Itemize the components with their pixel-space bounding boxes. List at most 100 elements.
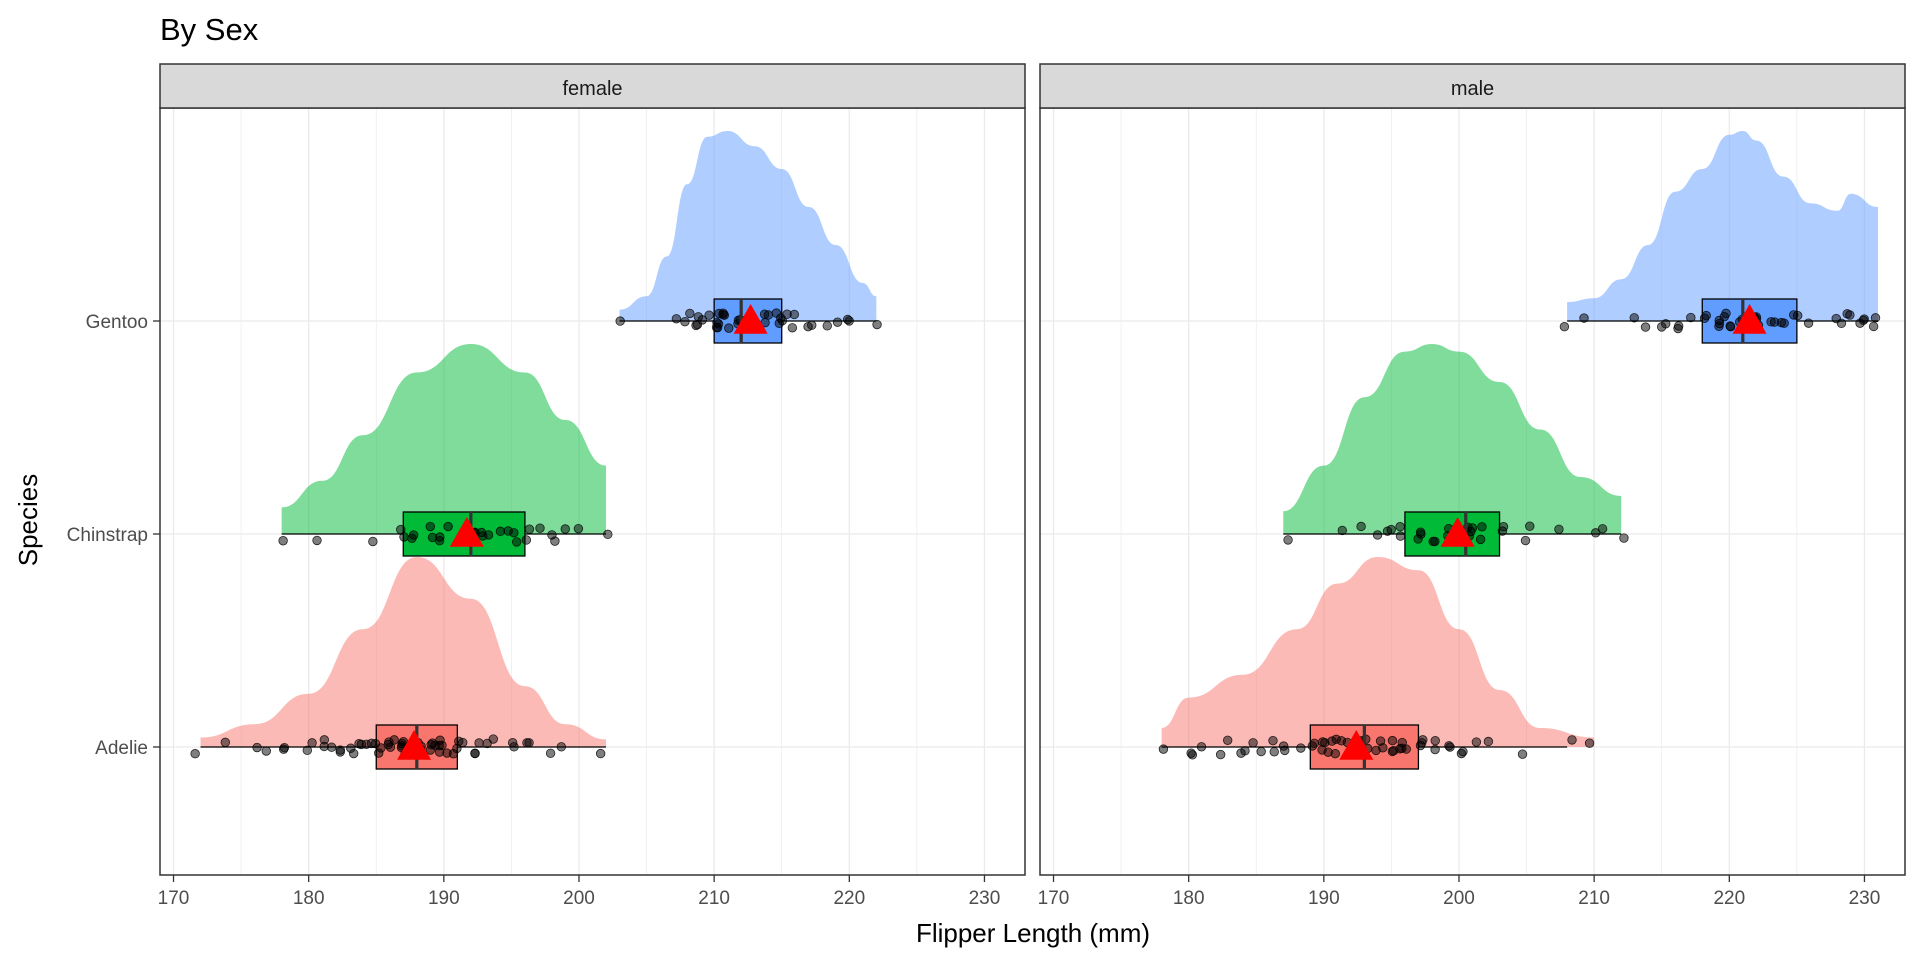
data-point [470, 748, 480, 759]
x-tick-label: 230 [969, 888, 1001, 909]
data-point [1317, 745, 1327, 755]
data-point [1868, 321, 1879, 332]
data-point [1657, 322, 1667, 332]
data-point [261, 746, 271, 756]
y-axis-title: Species [13, 474, 43, 567]
data-point [1415, 740, 1426, 751]
data-point [511, 537, 522, 547]
data-point [278, 744, 289, 754]
x-tick-label: 170 [158, 888, 190, 909]
data-point [1337, 525, 1347, 536]
data-point [1378, 743, 1388, 753]
y-tick-label: Gentoo [86, 312, 148, 333]
data-point [1330, 749, 1340, 759]
data-point [1831, 313, 1841, 324]
data-point [691, 320, 701, 331]
data-point [724, 323, 734, 333]
facet-strip [1039, 63, 1906, 109]
data-point [307, 738, 317, 748]
data-point [1356, 521, 1366, 532]
data-point [595, 748, 606, 759]
data-point [1721, 308, 1731, 319]
data-point [1158, 744, 1169, 754]
data-point [844, 316, 854, 326]
group-chinstrap [1283, 344, 1629, 557]
data-point [1842, 309, 1852, 319]
data-point [680, 316, 690, 327]
mean-marker [449, 517, 484, 547]
data-point [1584, 738, 1595, 748]
data-point [1517, 749, 1528, 759]
x-tick-label: 180 [293, 888, 325, 909]
data-point [1525, 521, 1535, 531]
data-point [190, 749, 200, 759]
data-point [671, 314, 682, 324]
data-point [1401, 744, 1411, 754]
data-point [1222, 735, 1233, 745]
density-cloud [281, 344, 607, 534]
data-point [1629, 313, 1639, 323]
data-point [1307, 741, 1318, 751]
x-tick-label: 200 [563, 888, 595, 909]
data-point [615, 316, 625, 326]
data-point [1456, 748, 1467, 759]
data-point [348, 748, 359, 759]
data-point [448, 749, 459, 759]
data-point [822, 321, 832, 331]
data-point [524, 738, 534, 748]
data-point [1803, 318, 1814, 328]
data-point [1619, 533, 1629, 543]
data-point [478, 531, 488, 541]
data-point [1789, 310, 1799, 320]
group-gentoo [1559, 131, 1881, 344]
data-point [374, 748, 384, 758]
data-point [368, 536, 378, 547]
density-cloud [619, 131, 877, 321]
x-tick-label: 190 [1308, 888, 1340, 909]
group-chinstrap [278, 344, 613, 557]
data-point [759, 309, 770, 319]
data-point [278, 536, 288, 546]
facet-panel-male: male 170 180 190 200 210 220 230 [1038, 63, 1906, 909]
data-point [1520, 535, 1531, 546]
data-point [711, 322, 722, 333]
data-point [426, 739, 436, 750]
data-point [521, 535, 532, 545]
data-point [1673, 323, 1683, 334]
data-point [1701, 310, 1711, 321]
density-cloud [200, 557, 607, 747]
data-point [1256, 746, 1266, 757]
data-point [1430, 536, 1440, 547]
data-point [1386, 524, 1396, 535]
data-point [1444, 741, 1454, 751]
data-point [535, 523, 545, 533]
data-point [1567, 735, 1577, 745]
data-point [335, 745, 345, 755]
data-point [550, 536, 560, 546]
data-point [435, 532, 445, 542]
data-point [524, 524, 535, 534]
data-point [545, 748, 556, 759]
data-point [560, 524, 570, 534]
data-point [443, 521, 453, 532]
data-point [1430, 735, 1440, 746]
y-tick-label: Adelie [95, 738, 148, 759]
data-point [1283, 535, 1293, 545]
data-point [697, 315, 708, 325]
data-point [832, 317, 843, 327]
data-point [1471, 737, 1482, 747]
mean-marker [1732, 304, 1767, 334]
data-point [407, 533, 417, 544]
x-tick-label: 220 [1713, 888, 1745, 909]
data-point [1395, 531, 1406, 541]
x-tick-label: 210 [698, 888, 730, 909]
data-point [1597, 524, 1608, 534]
mean-marker [733, 304, 768, 334]
data-point [1196, 742, 1207, 752]
data-point [1579, 313, 1589, 323]
data-point [435, 735, 445, 745]
data-point [495, 526, 506, 537]
data-point [1475, 534, 1486, 545]
data-point [704, 310, 714, 320]
group-adelie [190, 557, 607, 770]
